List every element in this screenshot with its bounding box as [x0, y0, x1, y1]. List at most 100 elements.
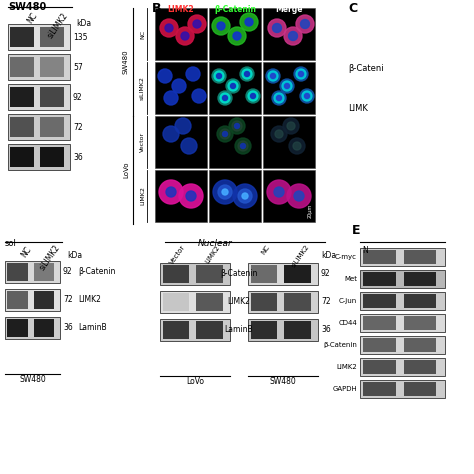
Text: kDa: kDa	[67, 251, 82, 260]
Circle shape	[271, 73, 275, 79]
Bar	[364, 272, 396, 286]
Circle shape	[273, 24, 282, 33]
Bar	[364, 360, 396, 374]
Text: C-myc: C-myc	[335, 254, 357, 260]
Circle shape	[159, 180, 183, 204]
Circle shape	[164, 91, 178, 105]
Circle shape	[289, 31, 298, 40]
Text: N: N	[362, 246, 368, 255]
Circle shape	[235, 138, 251, 154]
Bar	[34, 291, 55, 309]
Circle shape	[228, 27, 246, 45]
Bar	[10, 87, 34, 108]
Text: SW480: SW480	[123, 50, 129, 74]
Bar	[209, 116, 261, 168]
Text: Merge: Merge	[275, 5, 303, 14]
Circle shape	[282, 81, 292, 91]
Bar	[263, 8, 315, 60]
Bar	[263, 62, 315, 114]
Text: NC: NC	[26, 11, 40, 25]
Text: NC: NC	[260, 244, 271, 255]
Bar	[5, 261, 60, 283]
Circle shape	[213, 180, 237, 204]
Text: 36: 36	[73, 153, 83, 162]
Circle shape	[214, 71, 224, 81]
Bar	[404, 338, 437, 352]
Bar	[248, 291, 318, 313]
Bar	[248, 263, 318, 285]
Bar	[284, 321, 311, 339]
Bar	[404, 316, 437, 330]
Circle shape	[172, 79, 186, 93]
Circle shape	[284, 27, 302, 45]
Circle shape	[304, 93, 310, 99]
Circle shape	[246, 89, 260, 103]
Circle shape	[240, 67, 254, 81]
Text: Vector: Vector	[169, 244, 186, 265]
Circle shape	[289, 138, 305, 154]
Circle shape	[235, 124, 239, 128]
Circle shape	[268, 19, 286, 37]
Bar	[404, 360, 437, 374]
Text: LIMK2: LIMK2	[228, 298, 250, 307]
Circle shape	[242, 69, 252, 79]
Circle shape	[274, 187, 284, 197]
Bar	[404, 250, 437, 264]
Bar	[40, 87, 64, 108]
Text: kDa: kDa	[321, 251, 336, 260]
Text: 57: 57	[73, 63, 83, 72]
Text: 135: 135	[73, 33, 88, 42]
Circle shape	[230, 83, 236, 89]
Text: 72: 72	[63, 295, 73, 304]
Bar	[8, 24, 70, 50]
Circle shape	[166, 187, 176, 197]
Text: sol: sol	[5, 239, 17, 248]
Circle shape	[165, 24, 173, 32]
Bar	[160, 319, 230, 341]
Bar	[360, 248, 445, 266]
Bar	[196, 265, 223, 283]
Circle shape	[287, 122, 295, 130]
Bar	[40, 56, 64, 77]
Bar	[7, 319, 28, 337]
Bar	[10, 117, 34, 137]
Circle shape	[217, 22, 225, 30]
Text: LaminB: LaminB	[78, 323, 107, 332]
Circle shape	[212, 69, 226, 83]
Bar	[40, 117, 64, 137]
Circle shape	[268, 71, 278, 81]
Bar	[404, 382, 437, 396]
Bar	[263, 116, 315, 168]
Text: C-jun: C-jun	[339, 298, 357, 304]
Bar	[10, 146, 34, 167]
Bar	[360, 292, 445, 310]
Bar	[155, 8, 207, 60]
Circle shape	[274, 93, 284, 103]
Circle shape	[222, 95, 228, 100]
Bar	[364, 250, 396, 264]
Circle shape	[181, 138, 197, 154]
Bar	[263, 170, 315, 222]
Bar	[360, 380, 445, 398]
Bar	[284, 293, 311, 311]
Bar	[34, 263, 55, 281]
Circle shape	[179, 184, 203, 208]
Text: SW480: SW480	[19, 375, 46, 384]
Text: CD44: CD44	[338, 320, 357, 326]
Circle shape	[284, 83, 290, 89]
Text: LIMK2: LIMK2	[204, 244, 221, 264]
Circle shape	[193, 20, 201, 28]
Circle shape	[238, 141, 248, 151]
Text: Met: Met	[344, 276, 357, 282]
Bar	[8, 114, 70, 140]
Circle shape	[228, 81, 238, 91]
Text: NC: NC	[20, 245, 34, 259]
Bar	[34, 319, 55, 337]
Circle shape	[188, 15, 206, 33]
Bar	[5, 289, 60, 311]
Bar	[404, 272, 437, 286]
Text: β-Catenin: β-Catenin	[220, 270, 258, 279]
Circle shape	[294, 191, 304, 201]
Bar	[160, 291, 230, 313]
Bar	[7, 263, 28, 281]
